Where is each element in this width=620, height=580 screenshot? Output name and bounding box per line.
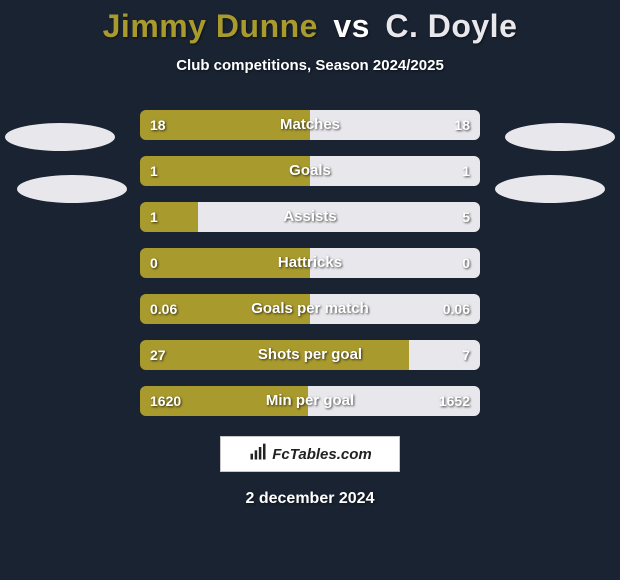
bar-track [140,248,480,278]
stat-row: Goals11 [0,156,620,186]
bar-track [140,156,480,186]
bar-right [310,294,480,324]
bar-right [308,386,480,416]
brand-text: FcTables.com [272,446,371,463]
comparison-title: Jimmy Dunne vs C. Doyle [0,0,620,45]
bar-right [409,340,480,370]
bar-right [310,156,480,186]
bar-left [140,294,310,324]
bar-track [140,340,480,370]
bar-track [140,294,480,324]
bar-left [140,156,310,186]
player2-name: C. Doyle [385,8,517,44]
chart-icon [248,442,268,467]
bar-track [140,110,480,140]
bar-left [140,386,308,416]
bar-track [140,202,480,232]
vs-text: vs [333,8,370,44]
bar-track [140,386,480,416]
bar-right [198,202,480,232]
stat-row: Shots per goal277 [0,340,620,370]
player1-name: Jimmy Dunne [103,8,318,44]
bar-right [310,248,480,278]
bar-left [140,340,409,370]
stats-chart: Matches1818 Goals11 Assists15 Hattricks00 Go… [0,110,620,416]
bar-left [140,110,310,140]
bar-right [310,110,480,140]
stat-row: Matches1818 [0,110,620,140]
stat-row: Goals per match0.060.06 [0,294,620,324]
brand-box: FcTables.com [220,436,400,472]
stat-row: Min per goal16201652 [0,386,620,416]
stat-row: Assists15 [0,202,620,232]
bar-left [140,202,198,232]
date-text: 2 december 2024 [0,490,620,508]
stat-row: Hattricks00 [0,248,620,278]
subtitle: Club competitions, Season 2024/2025 [0,57,620,74]
bar-left [140,248,310,278]
